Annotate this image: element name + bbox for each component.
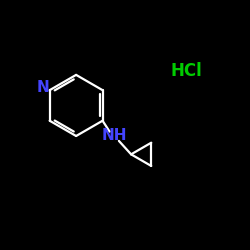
Text: HCl: HCl [170,62,202,80]
Text: NH: NH [101,128,127,144]
Text: N: N [36,80,49,95]
